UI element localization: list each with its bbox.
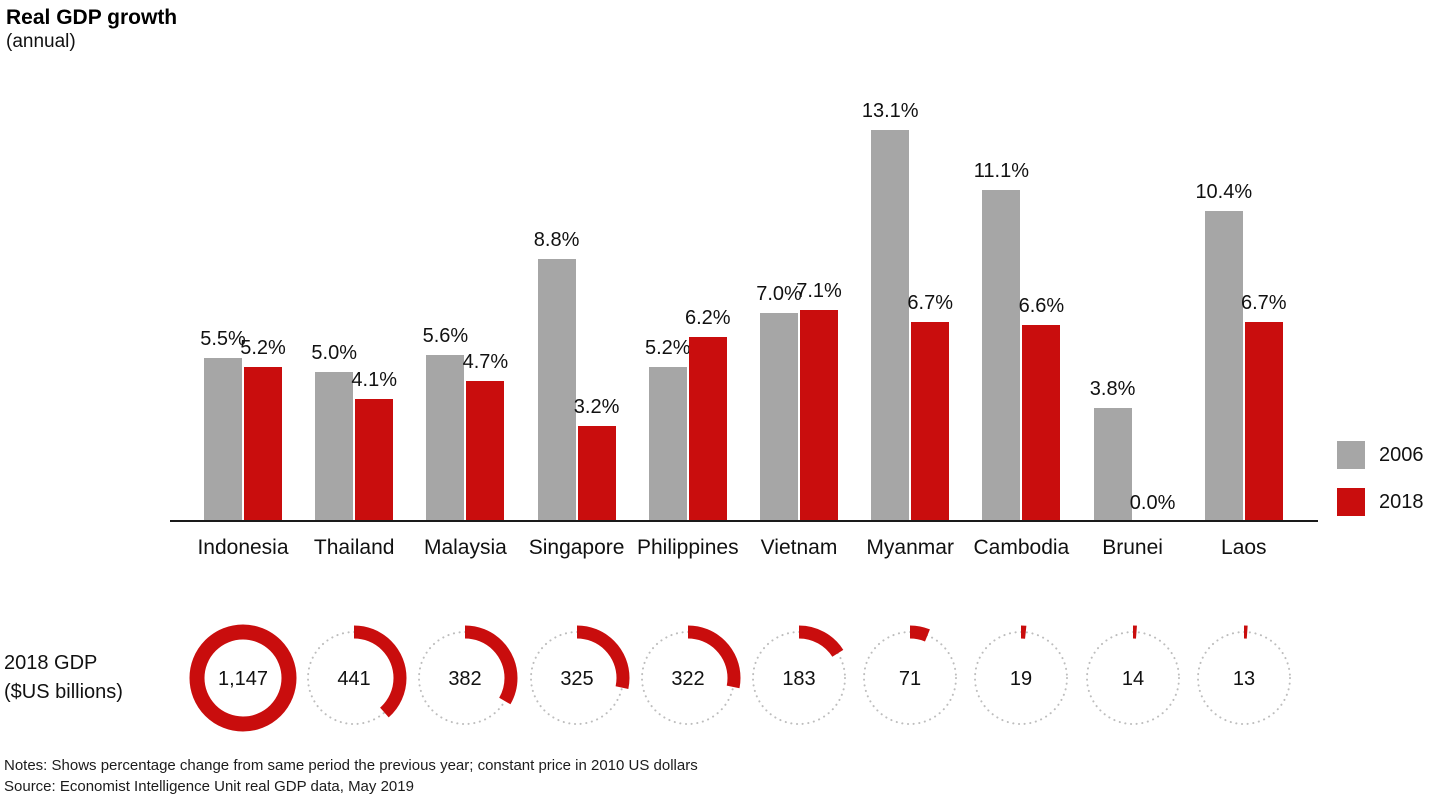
gdp-value: 19 [1010,668,1032,690]
bar-2018-indonesia [244,367,282,522]
bar-2006-malaysia [426,355,465,522]
value-label-2006-malaysia: 5.6% [422,325,469,347]
value-label-2006-cambodia: 11.1% [973,160,1029,182]
category-label-brunei: Brunei [1102,536,1163,559]
gdp-donut-brunei: 14 [1080,625,1186,731]
donut-arc [1191,625,1297,731]
donut-arc [968,625,1074,731]
legend: 2006 2018 [1337,441,1424,535]
bar-2018-myanmar [911,322,950,522]
legend-label-2018: 2018 [1379,490,1424,513]
gdp-donut-laos: 13 [1191,625,1297,731]
bar-2018-thailand [355,399,394,522]
gdp-donut-myanmar: 71 [857,625,963,731]
bar-2006-laos [1204,211,1243,522]
category-label-philippines: Philippines [637,536,739,559]
gdp-row-label: 2018 GDP ($US billions) [4,649,123,707]
chart-subtitle: (annual) [6,31,76,52]
bar-2006-philippines [648,367,687,522]
value-label-2018-myanmar: 6.7% [907,292,953,314]
gdp-value: 71 [899,668,921,690]
category-label-myanmar: Myanmar [866,536,954,559]
donut-arc [1080,625,1186,731]
gdp-donut-indonesia: 1,147 [189,624,297,732]
gdp-donut-thailand: 441 [301,625,407,731]
value-label-2006-singapore: 8.8% [533,229,580,251]
value-label-2018-thailand: 4.1% [351,369,397,391]
gdp-donut-singapore: 325 [524,625,630,731]
donut-arc [746,625,852,731]
gdp-value: 441 [338,668,371,690]
chart-title: Real GDP growth [6,6,178,29]
bar-2006-thailand [315,372,354,522]
donut-arc [412,625,518,731]
gdp-row-label-line1: 2018 GDP [4,652,98,674]
category-label-thailand: Thailand [313,536,395,559]
legend-item-2018: 2018 [1337,488,1424,516]
gdp-donut-malaysia: 382 [412,625,518,731]
value-label-2018-indonesia: 5.2% [240,337,286,359]
donut-arc [301,625,407,731]
bar-2018-vietnam [800,310,838,522]
bar-2006-singapore [537,259,576,522]
donut-arc [524,625,630,731]
bar-2006-indonesia [204,358,242,522]
value-label-2018-vietnam: 7.1% [796,280,842,302]
bar-2006-vietnam [760,313,798,522]
gdp-donut-vietnam: 183 [746,625,852,731]
donut-arc [635,625,741,731]
gdp-value: 325 [560,668,593,690]
x-axis-line [170,520,1318,522]
value-label-2006-laos: 10.4% [1195,181,1253,203]
bar-2018-cambodia [1022,325,1061,522]
bar-2018-singapore [577,426,616,522]
category-label-laos: Laos [1221,536,1267,559]
bar-2018-malaysia [466,381,505,522]
value-label-2018-brunei: 0.0% [1129,492,1176,514]
value-label-2018-cambodia: 6.6% [1018,295,1065,317]
value-label-2006-brunei: 3.8% [1089,378,1136,400]
notes: Notes: Shows percentage change from same… [4,757,698,774]
value-label-2006-vietnam: 7.0% [756,283,802,305]
legend-swatch-2006 [1337,441,1365,469]
legend-swatch-2018 [1337,488,1365,516]
value-label-2018-laos: 6.7% [1241,292,1287,314]
category-label-singapore: Singapore [528,536,625,559]
value-label-2018-singapore: 3.2% [573,396,620,418]
gdp-value: 14 [1121,668,1143,690]
source: Source: Economist Intelligence Unit real… [4,778,414,795]
gdp-donut-philippines: 322 [635,625,741,731]
category-label-cambodia: Cambodia [973,536,1070,559]
bar-2018-laos [1244,322,1283,522]
gdp-value: 1,147 [218,668,268,690]
donut-arc [189,624,297,732]
category-label-malaysia: Malaysia [423,536,507,559]
bar-2018-philippines [688,337,727,522]
value-label-2006-thailand: 5.0% [311,342,357,364]
legend-item-2006: 2006 [1337,441,1424,469]
bar-2006-cambodia [982,190,1021,522]
bar-2006-brunei [1093,408,1132,522]
category-label-indonesia: Indonesia [197,536,289,559]
legend-label-2006: 2006 [1379,443,1424,466]
donut-arc [857,625,963,731]
gdp-value: 382 [449,668,482,690]
value-label-2006-philippines: 5.2% [645,337,691,359]
bar-2006-myanmar [871,130,910,522]
gdp-row-label-line2: ($US billions) [4,681,123,703]
gdp-value: 13 [1233,668,1255,690]
category-label-vietnam: Vietnam [760,536,838,559]
value-label-2006-myanmar: 13.1% [861,100,919,122]
value-label-2018-malaysia: 4.7% [462,351,509,373]
gdp-donut-cambodia: 19 [968,625,1074,731]
gdp-value: 322 [671,668,704,690]
value-label-2006-indonesia: 5.5% [200,328,246,350]
gdp-value: 183 [782,668,815,690]
value-label-2018-philippines: 6.2% [685,307,731,329]
